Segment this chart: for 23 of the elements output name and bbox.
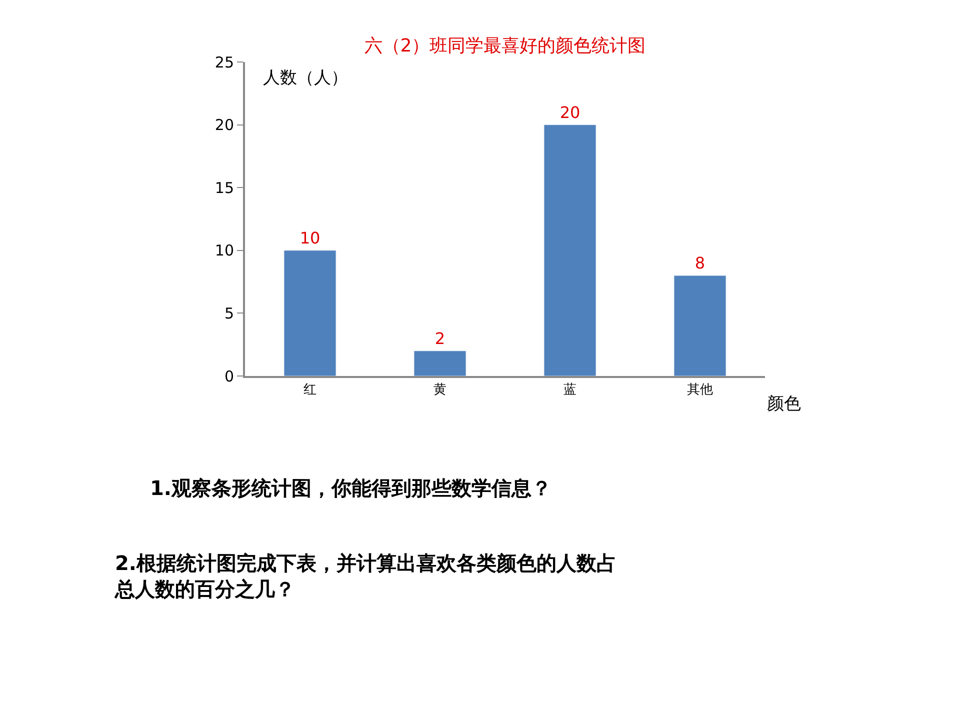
x-tick-label: 红: [304, 382, 316, 398]
x-tick-label: 蓝: [564, 382, 576, 398]
data-label: 8: [694, 254, 706, 273]
chart-title: 六（2）班同学最喜好的颜色统计图: [364, 35, 646, 56]
bar: [414, 350, 466, 376]
y-tick-label: 15: [214, 178, 234, 197]
y-tick-label: 0: [224, 367, 234, 386]
x-axis-title: 颜色: [767, 394, 801, 414]
text: 2.根据统计图完成下表，并计算出喜欢各类颜色的人数占总人数的百分之几？: [114, 551, 617, 601]
data-label: 20: [560, 102, 580, 122]
text: 1.观察条形统计图，你能得到那些数学信息？: [150, 476, 552, 500]
data-label: 2: [434, 328, 446, 348]
y-tick-label: 20: [214, 116, 234, 134]
y-tick-label: 25: [214, 53, 234, 72]
bar: [544, 124, 596, 376]
x-tick-label: 其他: [687, 382, 713, 398]
x-tick-label: 黄: [434, 382, 446, 398]
y-tick-label: 10: [214, 242, 234, 260]
data-label: 10: [300, 228, 320, 248]
y-axis-title: 人数（人）: [263, 68, 348, 88]
y-tick-label: 5: [224, 304, 234, 322]
bar: [674, 275, 726, 376]
bar: [284, 250, 336, 376]
